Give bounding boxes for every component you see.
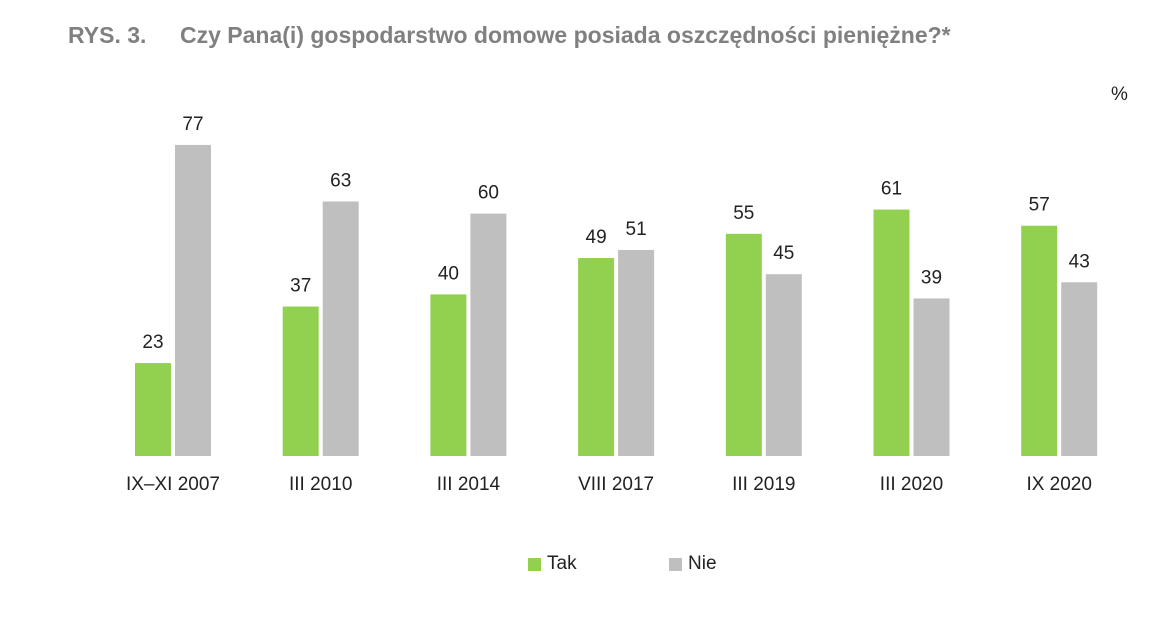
bar-tak bbox=[135, 363, 171, 456]
data-label: 60 bbox=[478, 183, 499, 204]
data-label: 61 bbox=[881, 179, 902, 200]
data-label: 55 bbox=[733, 203, 754, 224]
data-label: 49 bbox=[586, 227, 607, 248]
bar-tak bbox=[873, 209, 910, 456]
bar-tak bbox=[725, 233, 762, 456]
x-tick-label: III 2020 bbox=[880, 474, 943, 495]
data-label: 51 bbox=[626, 219, 647, 240]
data-label: 77 bbox=[182, 114, 203, 135]
data-label: 39 bbox=[921, 267, 942, 288]
bar-nie bbox=[470, 213, 507, 456]
legend-label-nie: Nie bbox=[688, 553, 717, 574]
x-tick-label: III 2019 bbox=[732, 474, 795, 495]
data-label: 37 bbox=[290, 276, 311, 297]
unit-label: % bbox=[1111, 84, 1128, 105]
legend-swatch-tak bbox=[528, 557, 541, 571]
bar-tak bbox=[282, 306, 319, 456]
bar-nie bbox=[765, 274, 802, 456]
data-label: 23 bbox=[142, 332, 163, 353]
chart-title: Czy Pana(i) gospodarstwo domowe posiada … bbox=[180, 22, 951, 48]
legend-item-nie: Nie bbox=[669, 553, 717, 575]
x-tick-label: III 2014 bbox=[437, 474, 501, 495]
bar-nie bbox=[1061, 282, 1098, 456]
figure-label: RYS. 3. bbox=[68, 22, 147, 48]
bar-nie bbox=[175, 144, 211, 457]
x-tick-label: IX–XI 2007 bbox=[126, 474, 220, 495]
data-label: 43 bbox=[1069, 251, 1090, 272]
bar-nie bbox=[618, 249, 655, 456]
x-tick-label: IX 2020 bbox=[1026, 474, 1092, 495]
data-label: 57 bbox=[1029, 195, 1050, 216]
legend-label-tak: Tak bbox=[547, 553, 577, 574]
bar-nie bbox=[913, 298, 950, 456]
legend-swatch-nie bbox=[669, 557, 682, 571]
bar-tak bbox=[430, 294, 467, 456]
bar-tak bbox=[578, 258, 615, 456]
data-label: 45 bbox=[773, 243, 794, 264]
bar-tak bbox=[1021, 225, 1058, 456]
data-label: 40 bbox=[438, 263, 459, 284]
bar-nie bbox=[322, 201, 359, 456]
data-label: 63 bbox=[330, 170, 351, 191]
legend-item-tak: Tak bbox=[528, 553, 577, 575]
x-tick-label: III 2010 bbox=[289, 474, 352, 495]
x-tick-label: VIII 2017 bbox=[578, 474, 654, 495]
